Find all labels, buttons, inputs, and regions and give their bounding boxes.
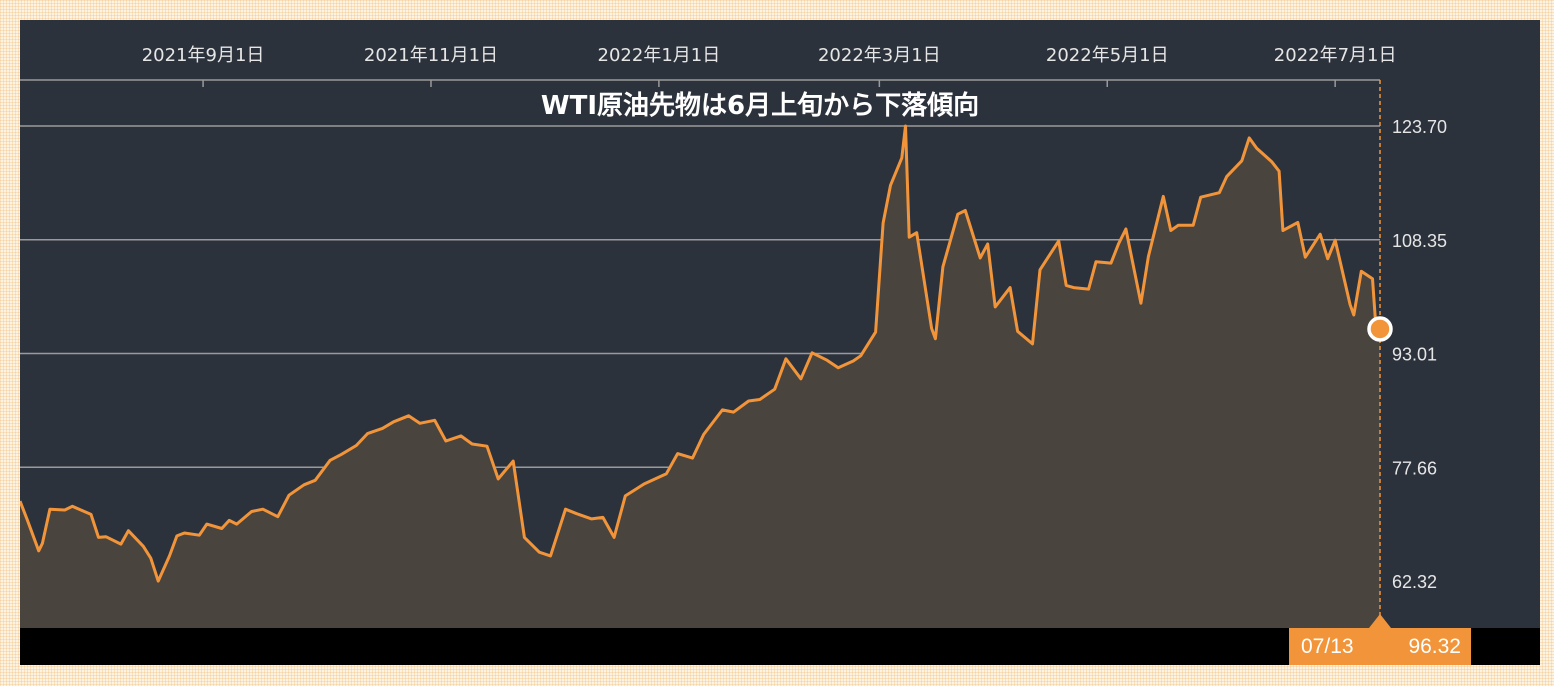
y-tick-label: 108.35 [1392,231,1447,251]
x-tick-label: 2021年11月1日 [364,45,498,66]
chart-panel: 2021年9月1日 2021年11月1日 2022年1月1日 2022年3月1日 202… [20,20,1540,665]
x-tick-label: 2022年5月1日 [1046,45,1169,66]
price-line [20,124,1382,583]
price-chart: 2021年9月1日 2021年11月1日 2022年1月1日 2022年3月1日 202… [20,45,1447,628]
y-tick-label: 62.32 [1392,572,1437,592]
bottom-bar [20,628,1540,665]
y-tick-label: 123.70 [1392,117,1447,137]
x-tick-label: 2021年9月1日 [142,45,265,66]
x-tick-label: 2022年7月1日 [1274,45,1397,66]
y-tick-label: 93.01 [1392,345,1437,365]
x-axis-ticks: 2021年9月1日 2021年11月1日 2022年1月1日 2022年3月1日 202… [142,45,1397,87]
x-tick-label: 2022年1月1日 [598,45,721,66]
y-tick-label: 77.66 [1392,458,1437,478]
y-axis-ticks: 62.32 77.66 93.01 108.35 123.70 [1392,117,1447,592]
cursor-marker-arrow [1369,614,1391,628]
readout-date: 07/13 [1301,634,1354,658]
last-point-dot[interactable] [1367,316,1393,342]
readout-value: 96.32 [1408,634,1461,658]
price-area [20,126,1380,628]
readout-badge: 07/13 96.32 [1289,628,1471,665]
chart-title: WTI原油先物は6月上旬から下落傾向 [541,90,979,121]
x-tick-label: 2022年3月1日 [818,45,941,66]
